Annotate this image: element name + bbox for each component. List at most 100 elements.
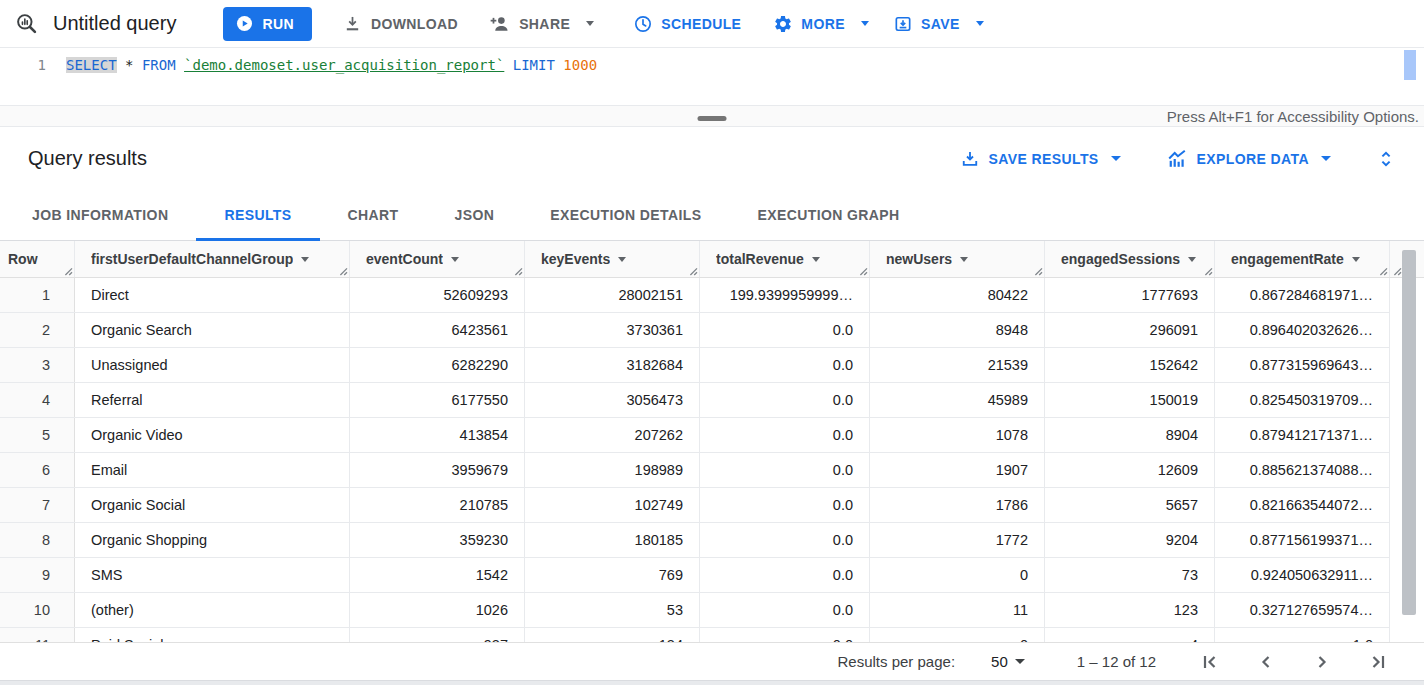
cell-keyevents: 769 <box>525 558 700 592</box>
cell-engagementrate: 0.877315969643… <box>1215 348 1390 382</box>
sql-table-reference-link[interactable]: `demo.demoset.user_acquisition_report` <box>184 57 504 73</box>
first-page-button[interactable] <box>1198 650 1222 674</box>
column-resize-handle-icon[interactable] <box>688 266 698 276</box>
column-resize-handle-icon[interactable] <box>338 266 348 276</box>
cell-engagedsessions: 1777693 <box>1045 278 1215 312</box>
column-resize-handle-icon[interactable] <box>1033 266 1043 276</box>
column-resize-handle-icon[interactable] <box>513 266 523 276</box>
table-row: 5Organic Video4138542072620.0107889040.8… <box>0 418 1390 453</box>
tab-execution-details[interactable]: EXECUTION DETAILS <box>522 190 729 240</box>
sql-editor[interactable]: 1 SELECT * FROM `demo.demoset.user_acqui… <box>0 48 1424 105</box>
cell-newusers: 1772 <box>870 523 1045 557</box>
column-resize-handle-icon[interactable] <box>1392 266 1402 276</box>
column-header-engagementrate[interactable]: engagementRate <box>1215 241 1390 277</box>
column-resize-handle-icon[interactable] <box>1378 266 1388 276</box>
cell-engagedsessions: 12609 <box>1045 453 1215 487</box>
save-button[interactable]: SAVE <box>893 14 984 34</box>
cell-newusers: 1078 <box>870 418 1045 452</box>
column-resize-handle-icon[interactable] <box>1203 266 1213 276</box>
table-row: 8Organic Shopping3592301801850.017729204… <box>0 523 1390 558</box>
cell-engagementrate: 0.924050632911… <box>1215 558 1390 592</box>
table-row: 4Referral617755030564730.0459891500190.8… <box>0 383 1390 418</box>
share-button[interactable]: SHARE <box>489 13 594 35</box>
schedule-button[interactable]: SCHEDULE <box>633 14 741 34</box>
column-header-row[interactable]: Row <box>0 241 75 277</box>
next-page-button[interactable] <box>1310 650 1334 674</box>
cell-engagementrate: 0.877156199371… <box>1215 523 1390 557</box>
cell-engagementrate: 0.867284681971… <box>1215 278 1390 312</box>
cell-totalrevenue: 0.0 <box>700 348 870 382</box>
cell-newusers: 11 <box>870 593 1045 627</box>
column-resize-handle-icon[interactable] <box>63 266 73 276</box>
tab-json[interactable]: JSON <box>427 190 523 240</box>
cell-engagementrate: 0.821663544072… <box>1215 488 1390 522</box>
more-button-label: MORE <box>801 16 845 32</box>
cell-eventcount: 6177550 <box>350 383 525 417</box>
chevron-down-icon <box>1015 659 1025 664</box>
cell-eventcount: 1542 <box>350 558 525 592</box>
table-scrollbar-thumb[interactable] <box>1402 250 1416 615</box>
tab-execution-graph[interactable]: EXECUTION GRAPH <box>729 190 927 240</box>
accessibility-hint: Press Alt+F1 for Accessibility Options. <box>1167 108 1419 125</box>
column-header-keyevents[interactable]: keyEvents <box>525 241 700 277</box>
run-button-label: RUN <box>262 16 294 32</box>
explore-data-label: EXPLORE DATA <box>1197 151 1309 167</box>
column-menu-caret-icon[interactable] <box>618 257 626 262</box>
cell-totalrevenue: 0.0 <box>700 313 870 347</box>
chevron-down-icon <box>586 21 594 26</box>
cell-firstuserdefaultchannelgroup: Organic Video <box>75 418 350 452</box>
column-menu-caret-icon[interactable] <box>451 257 459 262</box>
last-page-button[interactable] <box>1366 650 1390 674</box>
drag-handle[interactable] <box>698 116 727 121</box>
page-range-label: 1 – 12 of 12 <box>1077 653 1156 670</box>
cell-totalrevenue: 199.9399959999… <box>700 278 870 312</box>
column-menu-caret-icon[interactable] <box>960 257 968 262</box>
window-bottom-edge <box>0 680 1424 685</box>
cell-keyevents: 3730361 <box>525 313 700 347</box>
column-header-firstuserdefaultchannelgroup[interactable]: firstUserDefaultChannelGroup <box>75 241 350 277</box>
page-size-select[interactable]: 50 <box>991 653 1025 670</box>
cell-engagedsessions: 4 <box>1045 628 1215 642</box>
column-header-totalrevenue[interactable]: totalRevenue <box>700 241 870 277</box>
sql-code-line[interactable]: SELECT * FROM `demo.demoset.user_acquisi… <box>66 57 597 73</box>
download-icon <box>342 13 363 34</box>
query-title[interactable]: Untitled query <box>53 12 176 35</box>
column-menu-caret-icon[interactable] <box>1352 257 1360 262</box>
download-button[interactable]: DOWNLOAD <box>342 13 458 34</box>
tab-chart[interactable]: CHART <box>320 190 427 240</box>
tab-results[interactable]: RESULTS <box>196 190 319 240</box>
sql-keyword-select: SELECT <box>66 57 117 73</box>
cell-engagedsessions: 123 <box>1045 593 1215 627</box>
column-header-newusers[interactable]: newUsers <box>870 241 1045 277</box>
run-button[interactable]: RUN <box>223 7 312 41</box>
cell-totalrevenue: 0.0 <box>700 593 870 627</box>
tab-job-information[interactable]: JOB INFORMATION <box>4 190 196 240</box>
cell-eventcount: 3959679 <box>350 453 525 487</box>
column-menu-caret-icon[interactable] <box>301 257 309 262</box>
column-header-eventcount[interactable]: eventCount <box>350 241 525 277</box>
column-menu-caret-icon[interactable] <box>812 257 820 262</box>
cell-totalrevenue: 0.0 <box>700 453 870 487</box>
row-number: 5 <box>0 418 75 452</box>
editor-scrollbar-thumb[interactable] <box>1404 50 1416 80</box>
column-label: engagedSessions <box>1061 251 1180 267</box>
cell-engagedsessions: 9204 <box>1045 523 1215 557</box>
cell-firstuserdefaultchannelgroup: Organic Search <box>75 313 350 347</box>
query-results-title: Query results <box>28 147 147 170</box>
explore-data-button[interactable]: EXPLORE DATA <box>1166 148 1331 170</box>
column-header-engagedsessions[interactable]: engagedSessions <box>1045 241 1215 277</box>
save-results-button[interactable]: SAVE RESULTS <box>960 149 1121 169</box>
cell-eventcount: 210785 <box>350 488 525 522</box>
column-resize-handle-icon[interactable] <box>858 266 868 276</box>
cell-engagementrate: 0.327127659574… <box>1215 593 1390 627</box>
unfold-panel-icon[interactable] <box>1374 147 1398 171</box>
cell-newusers: 0 <box>870 558 1045 592</box>
more-button[interactable]: MORE <box>773 14 869 34</box>
cell-engagedsessions: 73 <box>1045 558 1215 592</box>
column-label: totalRevenue <box>716 251 804 267</box>
column-menu-caret-icon[interactable] <box>1188 257 1196 262</box>
column-label: eventCount <box>366 251 443 267</box>
table-row: 6Email39596791989890.01907126090.8856213… <box>0 453 1390 488</box>
previous-page-button[interactable] <box>1254 650 1278 674</box>
table-row: 3Unassigned628229031826840.0215391526420… <box>0 348 1390 383</box>
